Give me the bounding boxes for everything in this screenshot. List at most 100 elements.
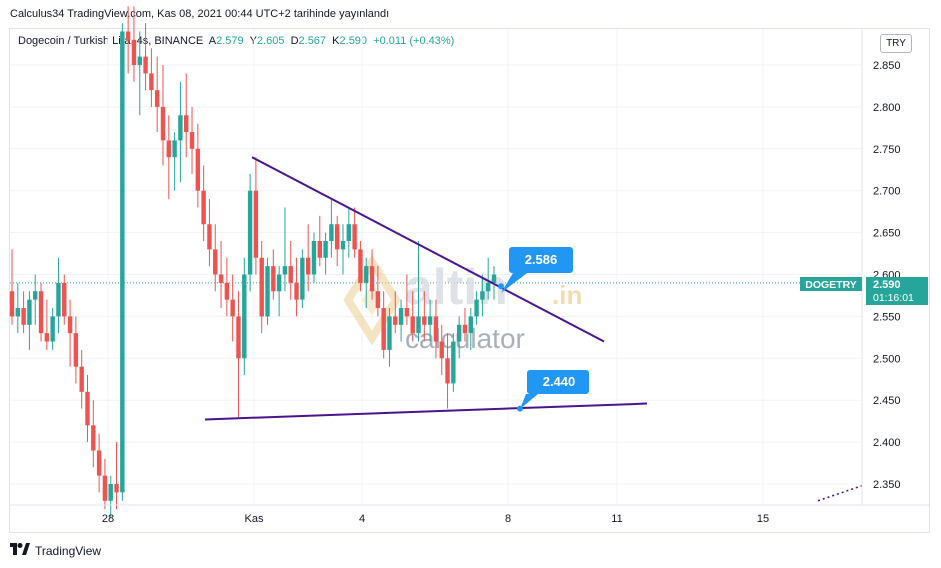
callout-lower-text: 2.440	[543, 374, 576, 389]
candle-body	[276, 274, 282, 292]
candle-body	[323, 240, 328, 258]
candle	[27, 291, 32, 350]
tradingview-logo[interactable]: TradingView	[10, 543, 101, 558]
candle	[451, 333, 456, 392]
candle	[433, 299, 439, 359]
callout-upper-text: 2.586	[525, 252, 558, 267]
candle-body	[27, 299, 32, 325]
time-tick-label: Kas	[245, 513, 264, 525]
candle-body	[375, 291, 381, 309]
candle	[387, 308, 392, 367]
candle	[340, 224, 346, 275]
last-price-value: 2.590	[873, 279, 901, 291]
candle	[485, 257, 491, 300]
candle	[352, 207, 357, 258]
candle-body	[422, 316, 427, 325]
candle-body	[352, 224, 357, 250]
price-tick-label: 2.650	[873, 228, 901, 240]
price-tick-label: 2.750	[873, 144, 901, 156]
candle	[50, 308, 55, 350]
candle	[253, 157, 259, 275]
candle-body	[9, 291, 15, 317]
candle-body	[462, 324, 468, 334]
candle-body	[33, 291, 38, 300]
candle-body	[236, 316, 241, 359]
future-dotted-line	[817, 484, 863, 502]
time-tick-label: 11	[611, 513, 622, 525]
ohlc-open-key: A	[208, 35, 217, 47]
candle-body	[85, 391, 90, 426]
candle-body	[62, 282, 67, 317]
ohlc-low-key: D	[290, 35, 299, 47]
candle-body	[102, 475, 108, 501]
candle	[398, 299, 404, 342]
candle	[329, 199, 334, 258]
time-tick-label: 4	[359, 513, 365, 525]
candle-body	[445, 358, 450, 384]
publish-info: Calculus34 TradingView.com, Kas 08, 2021…	[10, 8, 390, 20]
candle-body	[131, 39, 137, 65]
candle-body	[410, 316, 415, 334]
candle	[236, 291, 241, 417]
currency-button[interactable]: TRY	[880, 34, 912, 53]
ohlc-high-value: 2.605	[256, 35, 285, 47]
price-tick-label: 2.800	[873, 102, 901, 114]
ohlc-close-key: K	[332, 35, 340, 47]
callout-upper[interactable]: 2.586	[501, 247, 573, 293]
candles	[9, 6, 497, 518]
candle	[44, 299, 50, 350]
candle-body	[195, 148, 201, 191]
candle	[439, 324, 444, 376]
candle	[369, 249, 375, 300]
candle-body	[329, 224, 334, 241]
grid-lines	[10, 29, 862, 505]
candle-body	[15, 308, 21, 317]
ohlc-high-key: Y	[249, 35, 257, 47]
candle-body	[207, 224, 212, 250]
candle	[85, 375, 90, 443]
candle-body	[120, 31, 125, 493]
candle-body	[201, 190, 206, 225]
candle	[114, 442, 119, 510]
candle-body	[393, 316, 398, 325]
candle	[160, 65, 166, 166]
candle-body	[282, 266, 288, 275]
candle	[15, 282, 21, 334]
candle-body	[474, 299, 479, 317]
candle-body	[230, 299, 235, 317]
candle-body	[213, 249, 218, 275]
candle-body	[358, 249, 363, 283]
candle-body	[317, 240, 322, 258]
candle-body	[114, 484, 119, 493]
candle	[166, 115, 172, 200]
candle	[410, 291, 415, 342]
candle-body	[271, 266, 276, 292]
candle-body	[38, 291, 44, 334]
candle-body	[137, 56, 142, 65]
resistance-trendline	[251, 156, 605, 343]
candle	[427, 299, 433, 342]
candle-body	[439, 341, 444, 359]
ohlc-low-value: 2.567	[298, 35, 327, 47]
candle-body	[184, 115, 189, 133]
candle	[468, 308, 473, 350]
symbol-title[interactable]: Dogecoin / Turkish Lira, 4s, BINANCE	[18, 35, 204, 47]
candle	[38, 282, 44, 342]
candle	[381, 291, 386, 359]
candle-body	[416, 316, 421, 334]
candle	[323, 232, 328, 275]
candle	[334, 215, 340, 267]
price-tick-label: 2.350	[873, 479, 901, 491]
candle	[480, 274, 485, 317]
candle	[149, 48, 154, 107]
candle-body	[404, 308, 410, 317]
price-tick-label: 2.550	[873, 311, 901, 323]
watermark-brand: altin	[405, 259, 508, 315]
candle-body	[218, 274, 224, 283]
candle	[242, 257, 247, 376]
callout-lower[interactable]: 2.440	[520, 370, 589, 409]
candle	[288, 240, 293, 300]
candle-body	[491, 274, 497, 283]
candle	[172, 132, 177, 191]
